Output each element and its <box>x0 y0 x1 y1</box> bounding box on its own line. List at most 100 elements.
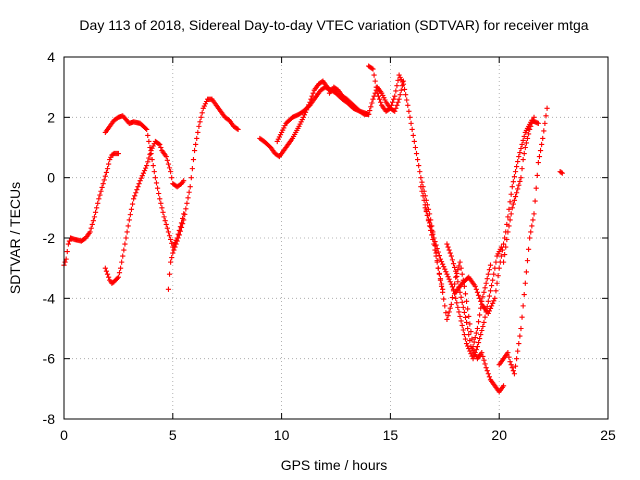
data-point-marker <box>442 303 448 309</box>
data-point-marker <box>392 93 398 99</box>
x-tick-label: 0 <box>60 427 68 443</box>
data-point-marker <box>524 135 531 142</box>
data-point-marker <box>91 214 98 220</box>
data-point-marker <box>168 259 174 265</box>
data-point-marker <box>375 93 382 99</box>
data-point-marker <box>454 300 460 306</box>
data-point-marker <box>519 141 525 148</box>
data-point-marker <box>173 241 179 247</box>
data-point-marker <box>129 201 136 207</box>
data-point-marker <box>386 106 392 112</box>
data-point-marker <box>495 273 501 279</box>
data-point-marker <box>463 340 470 347</box>
data-point-marker <box>123 235 129 241</box>
data-point-marker <box>500 259 507 265</box>
series-track-11 <box>444 241 507 395</box>
data-point-marker <box>441 264 447 270</box>
data-point-marker <box>176 227 182 234</box>
data-point-marker <box>519 166 525 172</box>
data-point-marker <box>234 126 240 132</box>
data-point-marker <box>473 286 479 292</box>
data-point-marker <box>426 220 433 226</box>
data-point-marker <box>373 84 379 90</box>
data-point-marker <box>466 313 472 320</box>
data-point-marker <box>445 313 451 319</box>
data-point-marker <box>514 356 520 362</box>
data-point-marker <box>178 220 185 226</box>
data-point-marker <box>374 90 380 96</box>
data-point-marker <box>191 147 198 154</box>
data-point-marker <box>498 253 504 259</box>
data-point-marker <box>146 155 152 161</box>
series-track-7 <box>326 78 407 117</box>
data-point-marker <box>509 184 515 190</box>
data-point-marker <box>115 274 121 280</box>
data-point-marker <box>533 185 539 191</box>
data-point-marker <box>436 252 442 259</box>
data-point-marker <box>448 301 454 307</box>
data-point-marker <box>370 96 376 102</box>
data-series <box>61 63 565 395</box>
data-point-marker <box>447 305 453 311</box>
data-point-marker <box>482 314 488 320</box>
data-point-marker <box>477 295 483 301</box>
data-point-marker <box>300 114 306 120</box>
data-point-marker <box>449 257 456 263</box>
data-point-marker <box>444 271 450 277</box>
data-point-marker <box>106 161 112 167</box>
data-point-marker <box>371 93 377 99</box>
data-point-marker <box>503 244 509 250</box>
data-point-marker <box>484 276 490 282</box>
data-point-marker <box>187 184 193 190</box>
data-point-marker <box>518 175 524 181</box>
data-point-marker <box>189 166 195 172</box>
data-point-marker <box>62 259 68 265</box>
data-point-marker <box>174 238 180 244</box>
data-point-marker <box>511 197 518 203</box>
data-point-marker <box>455 279 461 285</box>
data-point-marker <box>544 105 550 111</box>
data-point-marker <box>125 223 131 229</box>
data-point-marker <box>396 96 402 102</box>
data-point-marker <box>393 88 399 94</box>
data-point-marker <box>162 218 168 224</box>
data-point-marker <box>197 119 203 125</box>
data-point-marker <box>508 362 514 368</box>
data-point-marker <box>559 170 565 176</box>
data-point-marker <box>516 153 522 160</box>
y-tick-label: -4 <box>43 290 56 306</box>
data-point-marker <box>171 247 177 253</box>
data-point-marker <box>440 289 446 295</box>
data-point-marker <box>514 190 520 196</box>
data-point-marker <box>518 145 524 152</box>
data-point-marker <box>139 173 145 179</box>
data-point-marker <box>532 198 538 204</box>
data-point-marker <box>165 161 172 167</box>
data-point-marker <box>115 150 121 157</box>
data-point-marker <box>453 274 459 280</box>
data-point-marker <box>453 268 459 274</box>
data-point-marker <box>486 374 493 380</box>
data-point-marker <box>460 327 466 333</box>
data-point-marker <box>481 357 487 363</box>
data-point-marker <box>531 114 537 120</box>
data-point-marker <box>372 78 378 84</box>
data-point-marker <box>479 327 485 334</box>
data-point-marker <box>448 281 454 287</box>
data-point-marker <box>472 334 478 341</box>
data-point-marker <box>461 283 467 289</box>
data-point-marker <box>509 205 515 211</box>
data-point-marker <box>442 266 448 272</box>
data-point-marker <box>514 164 520 170</box>
data-point-marker <box>154 185 161 191</box>
data-point-marker <box>436 271 442 277</box>
data-point-marker <box>480 294 486 300</box>
data-point-marker <box>428 224 434 230</box>
data-point-marker <box>437 277 444 283</box>
data-point-marker <box>478 331 484 338</box>
data-point-marker <box>150 163 156 169</box>
data-point-marker <box>475 319 482 325</box>
series-track-2 <box>102 113 187 250</box>
data-point-marker <box>528 229 534 235</box>
data-point-marker <box>429 227 435 234</box>
